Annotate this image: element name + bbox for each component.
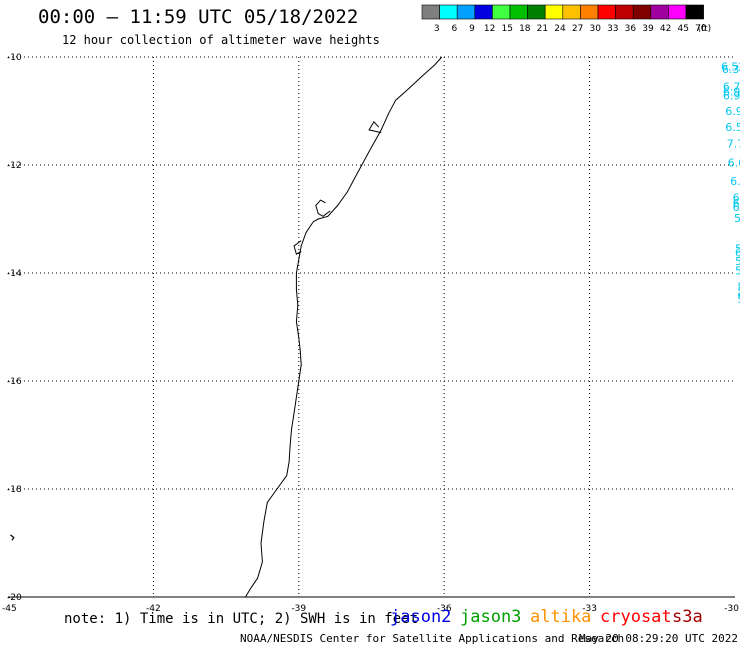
legend-swatch (421, 4, 440, 20)
legend-tick-label: 45 (677, 24, 688, 34)
wave-height-value: 6.77 (723, 81, 740, 94)
satellite-label-jason2: jason2 (390, 607, 452, 627)
lat-tick-label: -12 (7, 161, 22, 171)
legend-swatch (650, 4, 669, 20)
legend-swatch (632, 4, 652, 20)
legend-swatch (544, 4, 564, 20)
lon-tick-label: -45 (2, 604, 17, 614)
wave-height-value: 6.52 (721, 61, 740, 74)
lon-tick-label: -42 (146, 604, 161, 614)
coastline (10, 56, 443, 598)
legend-tick-label: 3 (434, 24, 440, 34)
legend-swatch (527, 4, 546, 20)
legend-swatch (580, 4, 599, 20)
wave-height-value: 5.70 (737, 293, 740, 306)
lat-tick-label: -16 (7, 377, 22, 387)
credit-line: NOAA/NESDIS Center for Satellite Applica… (240, 632, 625, 645)
wave-height-value: 6.16 (730, 175, 740, 188)
wave-height-value: 6.63 (733, 197, 740, 210)
credit-timestamp: May 20 08:29:20 UTC 2022 (579, 632, 738, 645)
wave-height-value: 6.10 (735, 246, 740, 259)
footer-note: note: 1) Time is in UTC; 2) SWH is in fe… (64, 611, 419, 627)
axis-tick-labels: -10 -12 -14 -16 -18 -20-45 -42 -39 -36 -33 -30 (2, 53, 739, 614)
lat-tick-label: -14 (7, 269, 22, 279)
wave-height-value: 6.38 (722, 63, 740, 76)
legend-tick-label: 21 (537, 24, 548, 34)
lon-tick-label: -36 (437, 604, 452, 614)
island-mark (10, 534, 15, 541)
legend-tick-label: 30 (589, 24, 601, 34)
legend-swatch (456, 4, 476, 20)
legend-tick-label: 70 (695, 24, 707, 34)
lat-tick-label: -10 (7, 53, 22, 63)
map-frame (8, 56, 735, 598)
legend-tick-label: 24 (554, 24, 566, 34)
legend-tick-label: 9 (469, 24, 475, 34)
legend-swatch (439, 4, 458, 20)
legend-tick-label: 33 (607, 24, 618, 34)
legend-unit-label: (ft) (698, 24, 712, 34)
lon-tick-label: -33 (582, 604, 597, 614)
wave-height-value: 5.80 (734, 212, 740, 225)
wave-height-value: 6.01 (728, 156, 740, 169)
wave-height-value: 7.70 (727, 137, 740, 150)
coastline-path (245, 56, 443, 598)
wave-height-value: 5.47 (735, 255, 740, 268)
legend-tick-label: 6 (452, 24, 458, 34)
bay-outline (293, 240, 302, 255)
legend-swatch (509, 4, 528, 20)
map-title: 00:00 – 11:59 UTC 05/18/2022 (38, 6, 359, 28)
legend-tick-label: 15 (501, 24, 512, 34)
wave-height-value: 6.54 (725, 121, 740, 134)
satellite-label-jason3: jason3 (460, 607, 522, 627)
legend-tick-label: 12 (484, 24, 495, 34)
lat-lon-grid (8, 57, 735, 597)
bay-outline (315, 199, 331, 217)
wave-height-value: 6.90 (723, 86, 740, 99)
legend-tick-label: 39 (642, 24, 654, 34)
satellite-label-cryosat: cryosat (600, 607, 672, 627)
legend-swatch (685, 4, 704, 20)
lon-tick-label: -30 (724, 604, 739, 614)
legend-swatch (668, 4, 687, 20)
legend-swatch (562, 4, 581, 20)
wave-height-value: 5.90 (737, 285, 740, 298)
legend-tick-label: 36 (625, 24, 637, 34)
lat-tick-label: -18 (7, 485, 22, 495)
lon-tick-label: -39 (291, 604, 306, 614)
legend-swatch (492, 4, 511, 20)
legend-tick-label: 42 (660, 24, 671, 34)
wave-height-value: 6.93 (725, 105, 740, 118)
satellite-label-altika: altika (530, 607, 592, 627)
wave-height-value: 5.55 (735, 243, 740, 256)
wave-height-value: 6.35 (733, 191, 740, 204)
lat-tick-label: -20 (7, 593, 22, 603)
observation-labels: 6.526.38 6.776.906.97 6.93 6.54 7.70 6.01 6.16… (721, 61, 740, 353)
legend-tick-label: 18 (519, 24, 531, 34)
legend-tick-label: 27 (572, 24, 583, 34)
wave-height-value: 5.62 (737, 281, 740, 294)
color-scale-legend: 3 6 9 12 15 18 21 24 27 30 33 36 39 42 45 70(ft) (421, 4, 712, 34)
wave-height-value: 5.65 (735, 264, 740, 277)
legend-swatch (597, 4, 616, 20)
legend-swatch (615, 4, 634, 20)
map-subtitle: 12 hour collection of altimeter wave hei… (62, 33, 380, 47)
wave-height-value: 6.97 (723, 89, 740, 102)
satellite-label-s3a: s3a (672, 607, 703, 627)
legend-swatch (474, 4, 493, 20)
wave-height-value: 6.19 (733, 201, 740, 214)
estuary-outline (368, 120, 382, 134)
wave-height-value: 6.00 (737, 290, 740, 303)
